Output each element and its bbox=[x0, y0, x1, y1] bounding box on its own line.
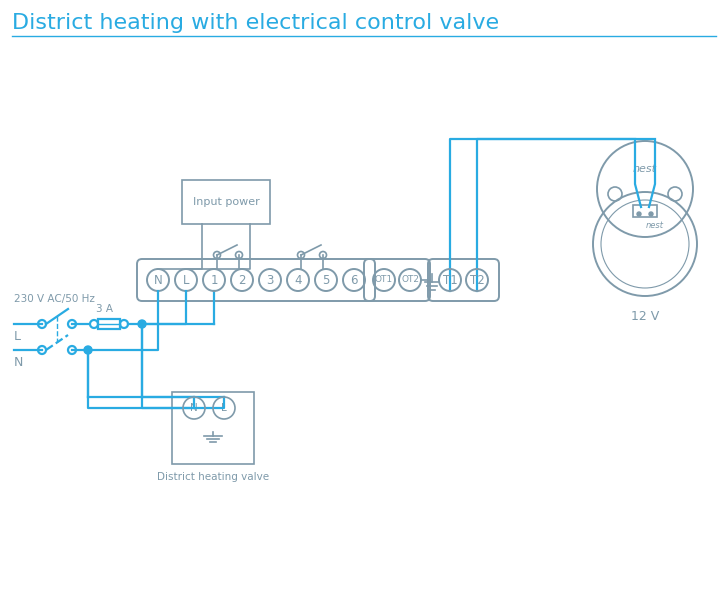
Text: 4: 4 bbox=[294, 273, 301, 286]
Text: N: N bbox=[190, 403, 198, 413]
Circle shape bbox=[637, 212, 641, 216]
Circle shape bbox=[84, 346, 92, 354]
Text: Input power: Input power bbox=[193, 197, 259, 207]
Text: T1: T1 bbox=[443, 273, 457, 286]
Text: OT2: OT2 bbox=[401, 276, 419, 285]
Circle shape bbox=[649, 212, 653, 216]
Text: District heating valve: District heating valve bbox=[157, 472, 269, 482]
Text: OT1: OT1 bbox=[375, 276, 393, 285]
Text: 3: 3 bbox=[266, 273, 274, 286]
Text: N: N bbox=[14, 355, 23, 368]
Text: 5: 5 bbox=[323, 273, 330, 286]
Text: 230 V AC/50 Hz: 230 V AC/50 Hz bbox=[14, 294, 95, 304]
Text: L: L bbox=[14, 330, 21, 343]
Bar bbox=[182, 180, 270, 224]
Text: 3 A: 3 A bbox=[95, 304, 113, 314]
Text: T2: T2 bbox=[470, 273, 484, 286]
Text: 6: 6 bbox=[350, 273, 357, 286]
Bar bbox=[98, 319, 120, 329]
Text: L: L bbox=[221, 403, 227, 413]
Text: N: N bbox=[154, 273, 162, 286]
Text: 2: 2 bbox=[238, 273, 246, 286]
Bar bbox=[172, 392, 254, 464]
Text: District heating with electrical control valve: District heating with electrical control… bbox=[12, 13, 499, 33]
Bar bbox=[633, 205, 657, 217]
Text: nest: nest bbox=[646, 222, 664, 230]
Text: L: L bbox=[183, 273, 189, 286]
Circle shape bbox=[138, 320, 146, 328]
Text: 12 V: 12 V bbox=[631, 310, 659, 323]
Text: 1: 1 bbox=[210, 273, 218, 286]
Text: nest: nest bbox=[633, 164, 657, 174]
